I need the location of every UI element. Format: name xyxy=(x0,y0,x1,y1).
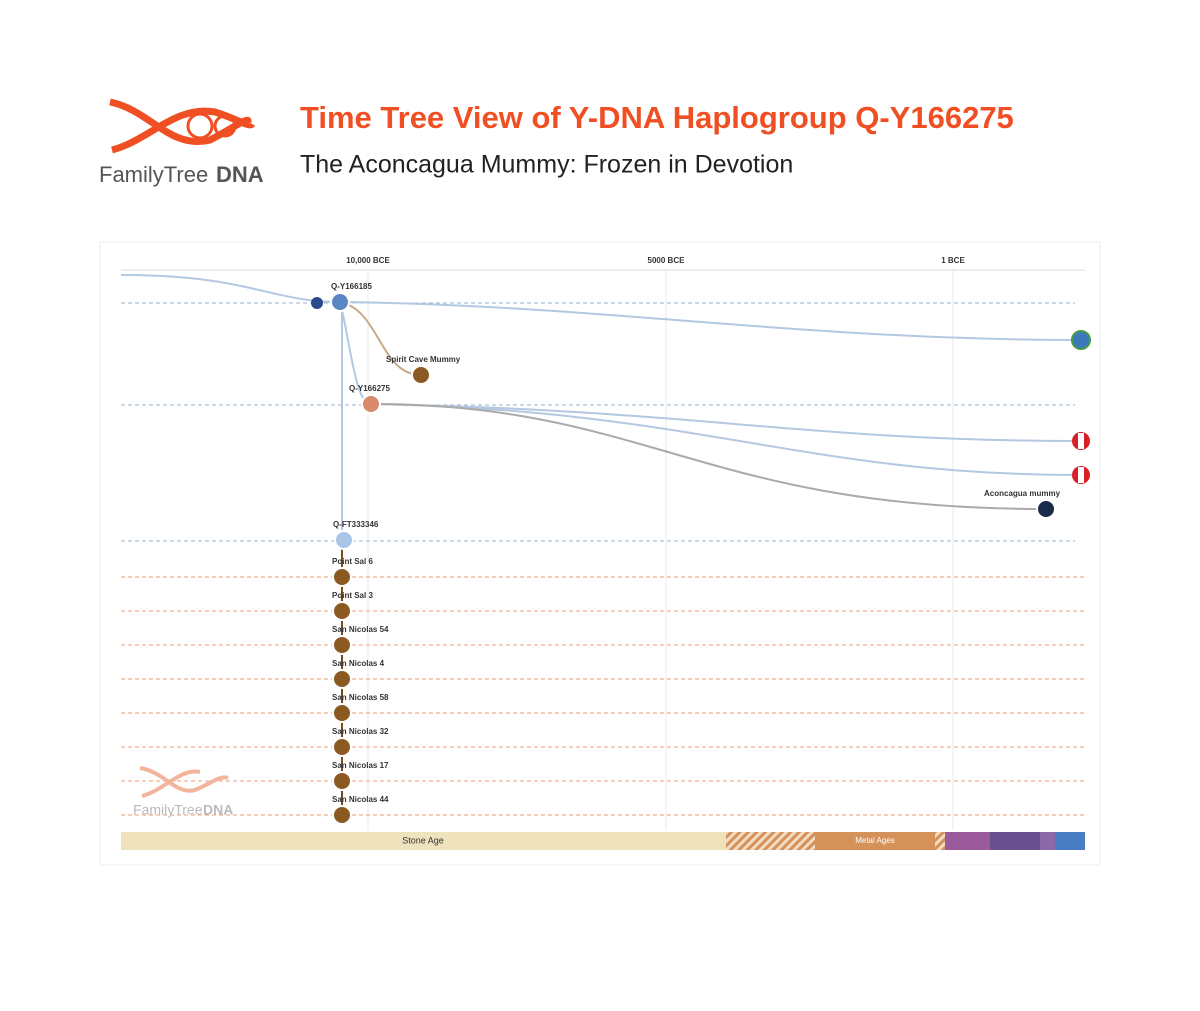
sample-label: San Nicolas 44 xyxy=(332,795,389,804)
watermark-text-bold: DNA xyxy=(203,802,233,818)
watermark-logo xyxy=(139,766,229,798)
flag-stripe xyxy=(1078,433,1084,449)
node xyxy=(334,530,354,550)
sample-node xyxy=(332,737,352,757)
branch xyxy=(370,403,1082,476)
watermark-text: FamilyTree xyxy=(133,802,203,818)
node xyxy=(330,292,350,312)
sample-node xyxy=(332,669,352,689)
flag-stripe xyxy=(1078,467,1084,483)
logo-text-bold: DNA xyxy=(216,162,264,187)
sample-node xyxy=(332,567,352,587)
axis-label: 5000 BCE xyxy=(648,256,686,265)
age-label: Metal Ages xyxy=(855,836,895,845)
node-label: Q-Y166275 xyxy=(349,384,390,393)
age-segment xyxy=(815,832,935,850)
sample-node xyxy=(332,703,352,723)
title: Time Tree View of Y-DNA Haplogroup Q-Y16… xyxy=(300,100,1014,135)
sample-node xyxy=(332,771,352,791)
sample-node xyxy=(332,601,352,621)
sample-label: Point Sal 3 xyxy=(332,591,373,600)
sample-node xyxy=(332,805,352,825)
branch xyxy=(339,301,1082,341)
branch xyxy=(370,403,1047,510)
node-label: Q-Y166185 xyxy=(331,282,372,291)
age-segment xyxy=(1040,832,1055,850)
sample-label: San Nicolas 58 xyxy=(332,693,389,702)
sample-node xyxy=(332,635,352,655)
sample-label: San Nicolas 17 xyxy=(332,761,389,770)
sample-label: Point Sal 6 xyxy=(332,557,373,566)
node xyxy=(1036,499,1056,519)
logo-text: FamilyTree xyxy=(99,162,208,187)
axis-label: 1 BCE xyxy=(941,256,965,265)
time-tree: 10,000 BCE 5000 BCE 1 BCE Q-Y166185 Spirit C… xyxy=(120,256,1091,850)
sample-label: San Nicolas 32 xyxy=(332,727,389,736)
axis-label: 10,000 BCE xyxy=(346,256,390,265)
node xyxy=(411,365,431,385)
node-label: Spirit Cave Mummy xyxy=(386,355,461,364)
age-label: Stone Age xyxy=(402,835,444,845)
collapse-button xyxy=(311,297,323,309)
node-label: Aconcagua mummy xyxy=(984,489,1061,498)
subtitle: The Aconcagua Mummy: Frozen in Devotion xyxy=(300,151,793,179)
age-segment xyxy=(1055,832,1085,850)
branch xyxy=(339,301,422,376)
sample-label: San Nicolas 54 xyxy=(332,625,389,634)
branch xyxy=(370,403,1082,442)
node xyxy=(361,394,381,414)
age-segment xyxy=(121,832,726,850)
panel xyxy=(99,241,1101,866)
node-label: Q-FT333346 xyxy=(333,520,379,529)
age-segment xyxy=(945,832,990,850)
age-segment xyxy=(726,832,815,850)
age-segment xyxy=(990,832,1040,850)
globe-marker xyxy=(1071,330,1091,350)
logo: FamilyTree DNA xyxy=(99,98,264,187)
sample-label: San Nicolas 4 xyxy=(332,659,385,668)
age-segment xyxy=(935,832,945,850)
